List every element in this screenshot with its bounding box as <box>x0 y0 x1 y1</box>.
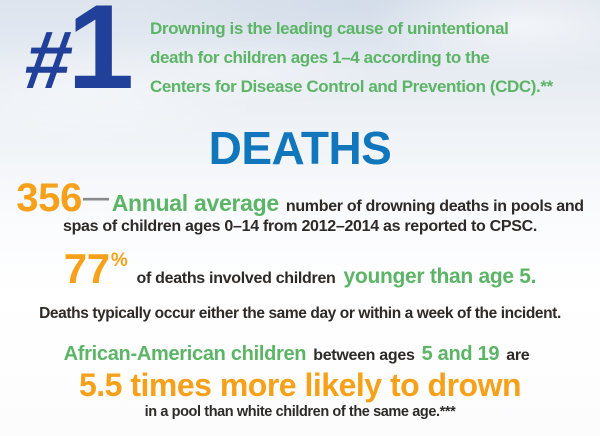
lead-line-1: Drowning is the leading cause of uninten… <box>150 19 509 38</box>
age-stat: 77% of deaths involved children younger th… <box>0 246 600 302</box>
disparity-highlight-1: African-American children <box>63 343 307 365</box>
dash-separator: — <box>83 182 109 212</box>
annual-average-stat: 356— Annual average number of drowning dea… <box>0 176 600 229</box>
rank-digit: 1 <box>67 0 134 114</box>
disparity-big-statement: 5.5 times more likely to drown <box>78 367 522 403</box>
disparity-note: in a pool than white children of the sam… <box>144 404 456 420</box>
disparity-text-1: between ages <box>313 347 415 364</box>
section-title: DEATHS <box>208 122 392 174</box>
annual-average-text-1: number of drowning deaths in pools and <box>285 198 584 215</box>
percent-sign: % <box>110 250 128 271</box>
lead-line-3: Centers for Disease Control and Preventi… <box>150 77 553 96</box>
lead-line-2: death for children ages 1–4 according to… <box>150 48 490 67</box>
lead-paragraph: Drowning is the leading cause of uninten… <box>150 14 590 101</box>
disparity-highlight-2: 5 and 19 <box>421 343 500 365</box>
age-stat-number: 77 <box>63 245 110 292</box>
annual-average-highlight: Annual average <box>111 190 279 216</box>
annual-average-number: 356 <box>16 176 83 220</box>
age-stat-highlight: younger than age 5. <box>343 265 537 288</box>
rank-number-one: #1 <box>20 0 134 121</box>
disparity-line-1: African-American children between ages 5 a… <box>0 340 600 370</box>
annual-average-text-2: spas of children ages 0–14 from 2012–201… <box>62 218 538 235</box>
timing-statement: Deaths typically occur either the same d… <box>39 305 561 322</box>
age-stat-text: of deaths involved children <box>136 270 336 287</box>
disparity-text-2: are <box>506 347 530 364</box>
